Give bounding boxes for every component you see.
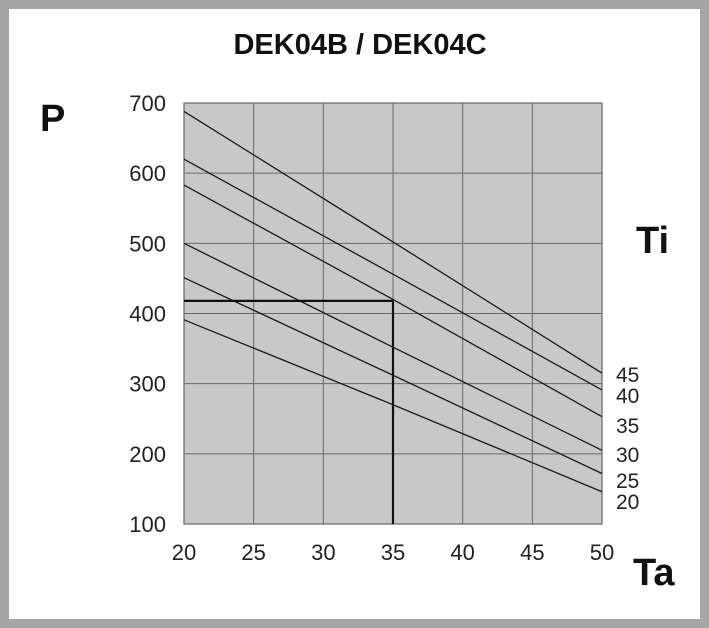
series-line-35	[183, 184, 603, 418]
y-tick-label: 500	[129, 231, 166, 256]
x-tick-label: 45	[520, 540, 544, 565]
series-label-40: 40	[616, 385, 639, 408]
legend-title: Ti	[636, 220, 669, 262]
y-tick-labels: 100 200 300 400 500 600 700	[129, 91, 166, 537]
series-label-20: 20	[616, 491, 639, 514]
series-label-30: 30	[616, 444, 639, 467]
series-line-40	[183, 158, 603, 391]
y-tick-label: 600	[129, 161, 166, 186]
y-tick-label: 100	[129, 512, 166, 537]
x-tick-label: 50	[590, 540, 614, 565]
x-tick-labels: 20 25 30 35 40 45 50	[172, 540, 614, 565]
y-tick-label: 200	[129, 442, 166, 467]
x-tick-label: 35	[381, 540, 405, 565]
x-tick-label: 25	[241, 540, 265, 565]
x-axis-label: Ta	[633, 552, 675, 594]
y-axis-label: P	[40, 98, 65, 140]
reference-lines	[184, 299, 395, 524]
x-tick-label: 40	[450, 540, 474, 565]
series-label-35: 35	[616, 415, 639, 438]
series-label-25: 25	[616, 470, 639, 493]
x-tick-label: 30	[311, 540, 335, 565]
y-tick-label: 300	[129, 372, 166, 397]
x-tick-label: 20	[172, 540, 196, 565]
chart-title: DEK04B / DEK04C	[233, 29, 486, 61]
series-label-45: 45	[616, 364, 639, 387]
y-tick-label: 700	[129, 91, 166, 116]
series-line-45	[183, 110, 603, 374]
y-tick-label: 400	[129, 302, 166, 327]
